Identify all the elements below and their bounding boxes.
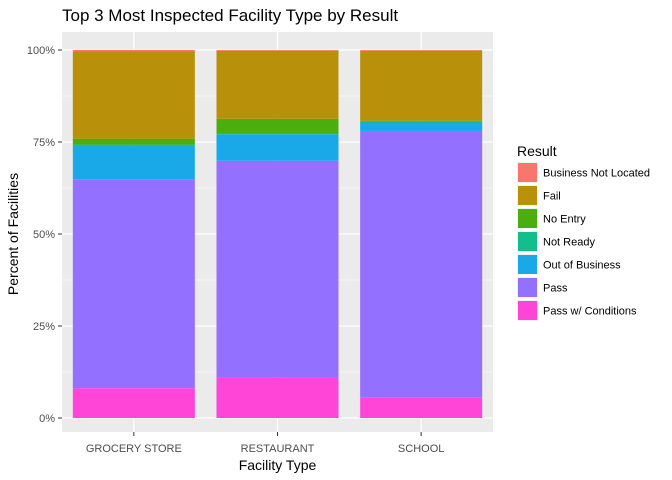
bar-segment-pass-w-conditions [72,388,195,418]
legend-swatch [518,301,537,320]
legend-label: Pass w/ Conditions [543,306,637,318]
y-axis-title: Percent of Facilities [5,173,21,295]
legend-label: Pass [543,283,568,295]
legend-label: Fail [543,191,561,203]
bar-segment-out-of-business [216,134,339,161]
bar-segment-no-entry [216,118,339,134]
bar-segment-not-ready [72,144,195,147]
bar-segment-not-ready [360,121,483,123]
x-axis-title: Facility Type [239,457,317,473]
x-tick-label: GROCERY STORE [86,443,182,455]
bars [72,50,483,418]
legend-swatch [518,278,537,297]
bar-segment-not-ready [216,133,339,135]
bar-segment-business-not-located [216,50,339,51]
bar-segment-out-of-business [360,122,483,131]
bar-segment-pass [216,160,339,378]
y-tick-label: 25% [33,321,55,333]
legend-label: No Entry [543,214,586,226]
legend-label: Business Not Located [543,168,650,180]
x-axis: GROCERY STORE RESTAURANT SCHOOL [86,432,444,455]
y-tick-label: 50% [33,229,55,241]
x-tick-label: RESTAURANT [241,443,315,455]
bar-segment-no-entry [360,120,483,122]
legend: Result Business Not Located Fail No Entry N… [517,143,650,321]
legend-swatch [518,255,537,274]
bar-segment-pass [72,179,195,389]
y-tick-label: 75% [33,137,55,149]
bar-segment-fail [360,50,483,121]
legend-swatch [518,163,537,182]
legend-title: Result [517,143,557,159]
x-tick-label: SCHOOL [398,443,444,455]
bar-segment-business-not-located [360,50,483,51]
bar-segment-no-entry [72,138,195,145]
legend-swatch [518,209,537,228]
bar-segment-pass-w-conditions [216,377,339,418]
bar-segment-out-of-business [72,146,195,180]
bar-segment-pass-w-conditions [360,397,483,418]
legend-swatch [518,186,537,205]
bar-segment-pass [360,130,483,398]
legend-swatch [518,232,537,251]
chart-title: Top 3 Most Inspected Facility Type by Re… [62,6,398,25]
y-tick-label: 100% [27,45,55,57]
legend-label: Out of Business [543,260,621,272]
legend-label: Not Ready [543,237,595,249]
bar-segment-fail [72,51,195,139]
y-axis: 0% 25% 50% 75% 100% [27,45,62,425]
bar-segment-business-not-located [72,50,195,52]
y-tick-label: 0% [39,413,55,425]
bar-segment-fail [216,50,339,119]
